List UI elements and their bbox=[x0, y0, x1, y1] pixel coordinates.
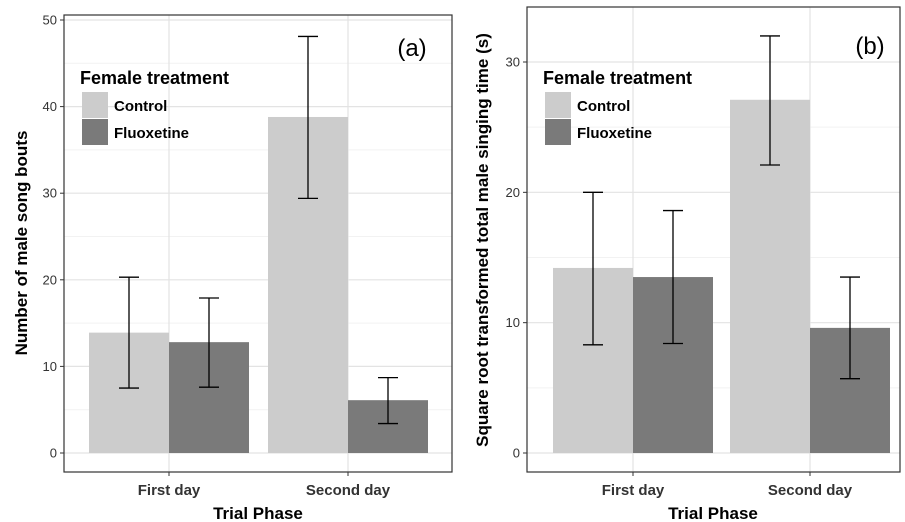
y-tick-label: 20 bbox=[43, 272, 57, 287]
error-bars bbox=[583, 35, 860, 380]
y-axis-title: Square root transformed total male singi… bbox=[473, 33, 492, 447]
legend-label-control: Control bbox=[577, 98, 630, 115]
legend-swatch-control bbox=[82, 92, 108, 118]
panel-label: (b) bbox=[855, 33, 884, 60]
y-tick-label: 40 bbox=[43, 99, 57, 114]
legend: Female treatment Control Fluoxetine bbox=[80, 68, 229, 145]
y-tick-label: 50 bbox=[43, 13, 57, 28]
legend-label-control: Control bbox=[114, 98, 167, 115]
y-tick-label: 10 bbox=[506, 315, 520, 330]
legend-title: Female treatment bbox=[80, 68, 229, 88]
panel-b: 0 10 20 30 First day Second day (b) Female t… bbox=[473, 6, 901, 522]
y-tick-label: 30 bbox=[43, 186, 57, 201]
y-axis-title: Number of male song bouts bbox=[12, 131, 31, 356]
panel-a: 0 10 20 30 40 50 First day Second day (a) Fema… bbox=[12, 13, 453, 522]
legend-label-fluoxetine: Fluoxetine bbox=[577, 125, 652, 142]
y-tick-label: 10 bbox=[43, 359, 57, 374]
legend-swatch-fluoxetine bbox=[82, 119, 108, 145]
x-tick-label: Second day bbox=[768, 482, 853, 499]
x-tick-label: First day bbox=[602, 482, 665, 499]
x-axis-title: Trial Phase bbox=[668, 504, 758, 522]
y-tick-label: 0 bbox=[513, 446, 520, 461]
x-axis-ticks: First day Second day bbox=[138, 472, 391, 499]
x-axis-ticks: First day Second day bbox=[602, 472, 853, 499]
error-bars bbox=[119, 35, 398, 425]
legend-swatch-control bbox=[545, 92, 571, 118]
legend-title: Female treatment bbox=[543, 68, 692, 88]
x-tick-label: Second day bbox=[306, 482, 391, 499]
panel-label: (a) bbox=[397, 35, 426, 62]
y-tick-label: 20 bbox=[506, 185, 520, 200]
legend-label-fluoxetine: Fluoxetine bbox=[114, 125, 189, 142]
y-axis-ticks: 0 10 20 30 40 50 bbox=[43, 13, 64, 461]
y-axis-ticks: 0 10 20 30 bbox=[506, 55, 527, 461]
y-tick-label: 0 bbox=[50, 446, 57, 461]
y-tick-label: 30 bbox=[506, 55, 520, 70]
legend-swatch-fluoxetine bbox=[545, 119, 571, 145]
x-axis-title: Trial Phase bbox=[213, 504, 303, 522]
bars bbox=[553, 99, 890, 454]
legend: Female treatment Control Fluoxetine bbox=[543, 68, 692, 145]
plot-border bbox=[63, 14, 453, 473]
plot-border bbox=[526, 6, 901, 473]
x-tick-label: First day bbox=[138, 482, 201, 499]
